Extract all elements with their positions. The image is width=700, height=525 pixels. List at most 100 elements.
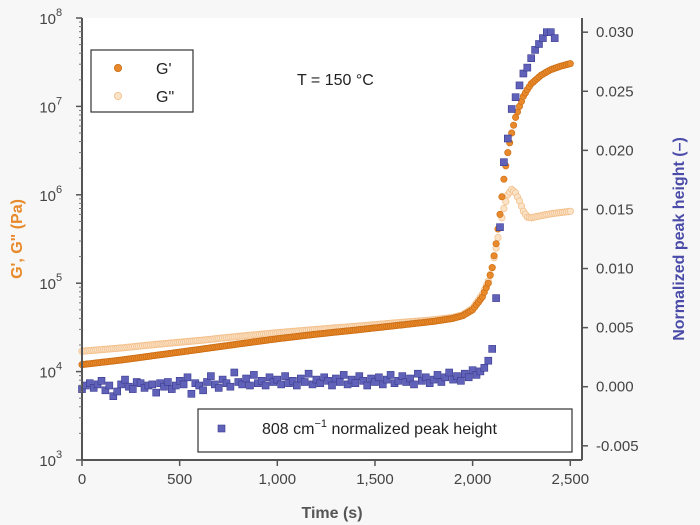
peak-height-point	[515, 81, 524, 90]
peak-height-point	[421, 373, 430, 382]
legend-g-double-prime-marker	[113, 91, 123, 101]
x-tick-label: 0	[78, 471, 86, 488]
peak-height-point	[457, 376, 465, 385]
x-axis-title: Time (s)	[301, 505, 362, 522]
peak-height-point	[152, 388, 160, 397]
peak-height-point	[386, 371, 395, 379]
y-right-tick-label: -0.005	[596, 438, 639, 455]
peak-height-point	[500, 158, 508, 166]
peak-height-point	[414, 369, 422, 378]
y-right-tick-label: 0.005	[596, 320, 634, 337]
peak-height-point	[183, 373, 192, 382]
peak-height-point	[261, 381, 270, 390]
peak-height-point	[539, 34, 547, 42]
peak-height-point	[394, 376, 403, 385]
legend-peak-label-sup: −1	[314, 418, 327, 430]
peak-height-point	[335, 378, 344, 386]
g-double-prime-point	[502, 198, 510, 206]
peak-height-point	[375, 373, 383, 382]
legend-right: 808 cm−1 normalized peak height	[197, 408, 573, 453]
y-left-tick-label: 10	[39, 99, 56, 116]
peak-height-point	[535, 40, 543, 48]
peak-height-point	[351, 379, 360, 388]
peak-height-point	[371, 378, 379, 386]
peak-height-point	[519, 69, 528, 78]
x-tick-label: 1,500	[356, 471, 394, 488]
y-left-tick-exponent: 7	[56, 95, 62, 107]
g-prime-point	[486, 271, 494, 279]
peak-height-point	[355, 372, 364, 380]
y-right-tick-label: 0.030	[596, 24, 634, 41]
peak-height-point	[445, 368, 454, 377]
legend-g-prime-label: G'	[156, 61, 172, 78]
peak-height-point	[496, 223, 504, 231]
y-left-tick-label: 10	[39, 11, 56, 28]
g-prime-point	[496, 210, 504, 218]
g-double-prime-point	[494, 234, 502, 242]
g-prime-point	[492, 240, 500, 248]
g-prime-point	[510, 121, 518, 129]
peak-height-point	[304, 369, 313, 378]
x-tick-label: 1,000	[259, 471, 297, 488]
x-tick-label: 2,000	[454, 471, 492, 488]
peak-height-point	[105, 381, 114, 390]
peak-height-point	[273, 375, 282, 384]
peak-height-point	[308, 380, 317, 389]
peak-height-point	[129, 385, 137, 393]
g-double-prime-point	[500, 204, 508, 213]
peak-height-point	[523, 63, 532, 72]
peak-height-point	[363, 381, 372, 390]
peak-height-point	[453, 372, 461, 380]
peak-height-point	[113, 387, 121, 396]
peak-height-point	[214, 384, 223, 392]
g-prime-point	[566, 60, 574, 68]
y-left-tick-exponent: 5	[56, 272, 62, 284]
peak-height-point	[480, 363, 489, 372]
legend-peak-label: 808 cm−1 normalized peak height	[262, 418, 497, 438]
g-prime-point	[504, 149, 512, 157]
legend-peak-label-rest: normalized peak height	[327, 421, 497, 438]
legend-left: G' G"	[90, 49, 194, 113]
legend-g-double-prime-label: G"	[156, 89, 174, 106]
legend-right-box	[197, 408, 573, 453]
y-left-tick-label: 10	[39, 276, 56, 293]
y-right-tick-label: 0.015	[596, 201, 634, 218]
legend-left-box	[90, 49, 194, 113]
peak-height-point	[492, 294, 500, 302]
y-right-tick-label: 0.025	[596, 83, 634, 100]
peak-height-point	[398, 372, 407, 380]
y-left-tick-exponent: 3	[56, 449, 62, 461]
peak-height-point	[300, 378, 309, 386]
y-left-tick-exponent: 4	[56, 361, 62, 373]
y-right-tick-label: 0.020	[596, 142, 634, 159]
peak-height-point	[289, 376, 297, 385]
peak-height-point	[328, 381, 336, 390]
y-axis-right-title: Normalized peak height (–)	[671, 137, 688, 341]
peak-height-point	[546, 28, 555, 37]
g-prime-point	[508, 129, 516, 137]
g-prime-point	[488, 264, 496, 272]
g-double-prime-point	[566, 207, 574, 215]
peak-height-point	[246, 381, 254, 390]
peak-height-point	[230, 368, 239, 377]
y-right-tick-label: 0.000	[596, 379, 634, 396]
peak-height-point	[121, 375, 129, 384]
y-left-tick-exponent: 8	[56, 7, 62, 19]
y-left-tick-label: 10	[39, 365, 56, 382]
peak-height-point	[277, 380, 286, 389]
peak-height-point	[195, 381, 203, 390]
peak-height-point	[292, 381, 301, 390]
peak-height-point	[257, 376, 266, 385]
peak-height-point	[207, 372, 215, 380]
peak-height-point	[433, 371, 442, 379]
peak-height-point	[226, 382, 235, 391]
temperature-annotation: T = 150 °C	[297, 72, 374, 89]
peak-height-point	[550, 34, 559, 42]
legend-g-prime-marker	[114, 64, 123, 73]
x-tick-label: 2,500	[552, 471, 590, 488]
peak-height-point	[148, 380, 157, 389]
peak-height-point	[382, 375, 391, 384]
peak-height-point	[343, 380, 352, 389]
